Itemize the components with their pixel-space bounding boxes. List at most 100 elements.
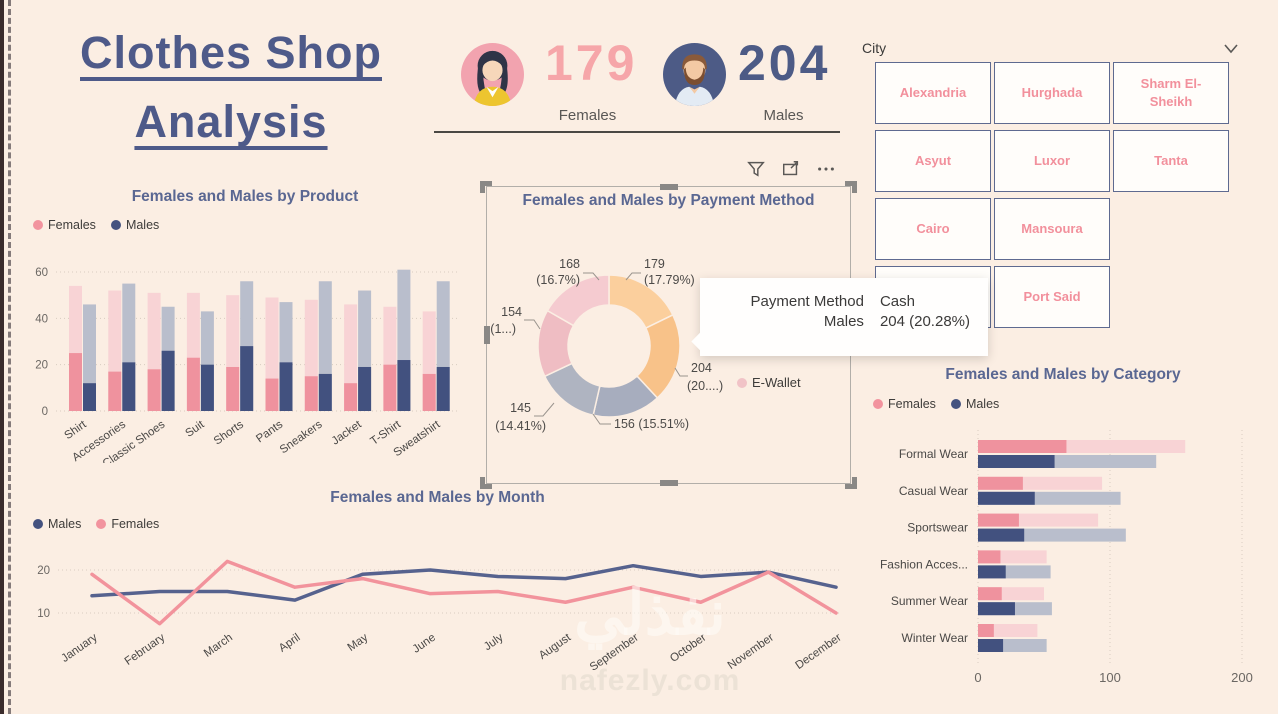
resize-handle-bottom-left[interactable] bbox=[480, 477, 492, 489]
males-kpi-label: Males bbox=[763, 107, 804, 124]
slicer-button-tanta[interactable]: Tanta bbox=[1113, 130, 1229, 192]
focus-mode-icon[interactable] bbox=[779, 157, 803, 181]
resize-handle-bottom-right[interactable] bbox=[845, 477, 857, 489]
page-title-line2: Analysis bbox=[134, 96, 328, 147]
slicer-button-alexandria[interactable]: Alexandria bbox=[875, 62, 991, 124]
kpi-divider bbox=[434, 131, 840, 133]
females-legend-dot bbox=[33, 220, 43, 230]
slicer-title: City bbox=[862, 40, 887, 56]
month-line-chart[interactable]: 10 20 January February March April May June July… bbox=[18, 545, 856, 713]
ewallet-legend-dot bbox=[737, 377, 747, 388]
slicer-button-luxor[interactable]: Luxor bbox=[994, 130, 1110, 192]
resize-handle-top-left[interactable] bbox=[480, 181, 492, 193]
svg-text:(16.7%): (16.7%) bbox=[536, 273, 580, 287]
tooltip: Payment Method Cash Males 204 (20.28%) bbox=[691, 278, 988, 356]
page-title-line1: Clothes Shop bbox=[80, 27, 382, 78]
svg-text:March: March bbox=[202, 632, 235, 660]
chevron-down-icon[interactable] bbox=[1222, 42, 1242, 58]
slicer-button-hurghada[interactable]: Hurghada bbox=[994, 62, 1110, 124]
females-legend-dot bbox=[96, 519, 107, 529]
svg-text:20: 20 bbox=[35, 360, 48, 372]
svg-text:November: November bbox=[726, 632, 776, 672]
males-legend-dot bbox=[33, 519, 43, 529]
page-edge-bar bbox=[0, 0, 4, 714]
females-kpi-value: 179 bbox=[545, 35, 638, 91]
svg-text:145: 145 bbox=[510, 401, 531, 415]
category-chart-title: Females and Males by Category bbox=[945, 366, 1181, 383]
males-legend-dot bbox=[110, 220, 121, 230]
payment-chart-selection-frame: Females and Males by Payment Method 179 (… bbox=[480, 181, 857, 489]
males-kpi-value: 204 bbox=[738, 35, 831, 91]
product-chart-legend: Females Males bbox=[33, 218, 159, 232]
filter-icon[interactable] bbox=[744, 157, 768, 181]
svg-text:204: 204 bbox=[691, 361, 712, 375]
payment-chart-legend: E-Wallet bbox=[737, 375, 801, 390]
svg-text:Jacket: Jacket bbox=[330, 418, 365, 447]
month-chart-title: Females and Males by Month bbox=[330, 489, 545, 506]
svg-text:200: 200 bbox=[1231, 670, 1253, 685]
svg-text:(17.79%): (17.79%) bbox=[644, 273, 695, 287]
slicer-button-sharm-el-sheikh[interactable]: Sharm El-Sheikh bbox=[1113, 62, 1229, 124]
svg-text:179: 179 bbox=[644, 257, 665, 271]
svg-text:Fashion Acces...: Fashion Acces... bbox=[880, 557, 968, 571]
svg-text:Shorts: Shorts bbox=[212, 418, 246, 447]
month-chart-legend: Males Females bbox=[33, 517, 159, 531]
city-slicer: Alexandria Hurghada Sharm El-Sheikh Asyut Lu… bbox=[875, 62, 1231, 328]
svg-text:December: December bbox=[793, 632, 843, 672]
svg-text:Suit: Suit bbox=[183, 418, 207, 440]
svg-text:(20....): (20....) bbox=[687, 379, 723, 393]
svg-text:(14.41%): (14.41%) bbox=[495, 419, 546, 433]
svg-text:0: 0 bbox=[974, 670, 981, 685]
svg-text:May: May bbox=[346, 631, 371, 653]
category-chart-legend: Females Males bbox=[873, 397, 999, 411]
svg-text:Shirt: Shirt bbox=[62, 418, 89, 442]
product-chart-title: Females and Males by Product bbox=[131, 188, 359, 205]
svg-text:154: 154 bbox=[501, 305, 522, 319]
resize-handle-top-right[interactable] bbox=[845, 181, 857, 193]
svg-text:156 (15.51%): 156 (15.51%) bbox=[614, 417, 689, 431]
payment-chart-title: Females and Males by Payment Method bbox=[522, 192, 815, 209]
females-kpi-label: Females bbox=[558, 107, 617, 124]
svg-text:Formal Wear: Formal Wear bbox=[899, 447, 968, 461]
svg-text:Winter Wear: Winter Wear bbox=[902, 631, 968, 645]
svg-text:January: January bbox=[59, 631, 100, 664]
slicer-button-cairo[interactable]: Cairo bbox=[875, 198, 991, 260]
resize-handle-top-middle[interactable] bbox=[659, 184, 678, 190]
svg-text:40: 40 bbox=[35, 313, 48, 325]
female-avatar-icon bbox=[461, 43, 524, 106]
payment-donut-chart[interactable]: 179 (17.79%) 204 (20....) 156 (15.51%) 145 (14… bbox=[489, 216, 849, 478]
svg-text:(1...): (1...) bbox=[490, 322, 516, 336]
svg-text:Casual Wear: Casual Wear bbox=[899, 484, 968, 498]
svg-text:July: July bbox=[482, 631, 506, 653]
svg-text:October: October bbox=[668, 632, 709, 665]
svg-text:0: 0 bbox=[42, 406, 48, 418]
resize-handle-middle-left[interactable] bbox=[484, 326, 490, 344]
male-avatar-icon bbox=[663, 43, 726, 106]
svg-text:Sneakers: Sneakers bbox=[278, 418, 325, 456]
slicer-button-asyut[interactable]: Asyut bbox=[875, 130, 991, 192]
visual-header bbox=[744, 157, 838, 181]
svg-text:168: 168 bbox=[559, 257, 580, 271]
resize-handle-bottom-middle[interactable] bbox=[659, 480, 678, 486]
males-legend-dot bbox=[950, 399, 961, 409]
slicer-button-mansoura[interactable]: Mansoura bbox=[994, 198, 1110, 260]
slicer-button-port-said[interactable]: Port Said bbox=[994, 266, 1110, 328]
svg-text:Pants: Pants bbox=[254, 418, 285, 445]
svg-text:September: September bbox=[588, 632, 641, 674]
svg-text:10: 10 bbox=[37, 608, 50, 620]
svg-text:June: June bbox=[411, 632, 438, 656]
svg-text:20: 20 bbox=[37, 565, 50, 577]
page-title: Clothes Shop Analysis bbox=[36, 18, 426, 156]
more-options-icon[interactable] bbox=[814, 157, 838, 181]
tooltip-row-label: Males bbox=[823, 313, 864, 330]
svg-text:Summer Wear: Summer Wear bbox=[891, 594, 968, 608]
tooltip-row-value: 204 (20.28%) bbox=[879, 313, 970, 330]
svg-text:60: 60 bbox=[35, 267, 48, 279]
category-bar-chart[interactable]: 0 100 200 Formal Wear Casual Wear Sportswear F… bbox=[858, 418, 1276, 693]
tooltip-row-label: Payment Method bbox=[750, 293, 864, 310]
tooltip-row-value: Cash bbox=[879, 293, 915, 310]
svg-text:Sportswear: Sportswear bbox=[907, 521, 968, 535]
slicer-empty-cell bbox=[1113, 198, 1229, 260]
